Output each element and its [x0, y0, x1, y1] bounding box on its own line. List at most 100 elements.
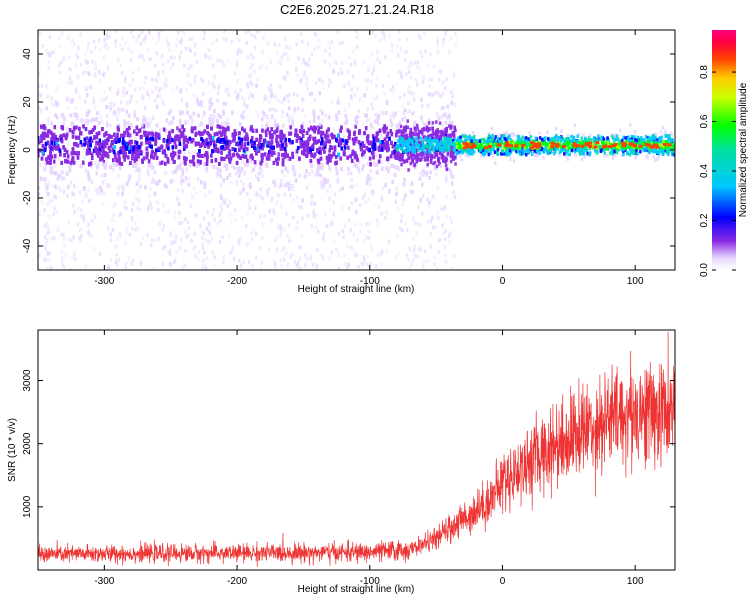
heatmap-cell: [384, 229, 388, 234]
heatmap-cell: [286, 170, 290, 175]
heatmap-cell: [48, 35, 52, 40]
heatmap-cell: [412, 110, 416, 115]
heatmap-cell: [38, 121, 40, 126]
heatmap-cell: [406, 228, 409, 233]
heatmap-cell: [401, 201, 405, 206]
heatmap-cell: [308, 92, 312, 97]
heatmap-cell: [331, 189, 335, 194]
heatmap-cell: [251, 264, 254, 269]
heatmap-cell: [233, 175, 236, 180]
heatmap-cell: [265, 79, 269, 84]
heatmap-cell: [225, 88, 228, 93]
heatmap-cell: [355, 73, 359, 78]
heatmap-cell: [93, 166, 96, 171]
heatmap-cell: [369, 244, 373, 249]
heatmap-cell: [87, 222, 90, 227]
heatmap-cell: [73, 109, 77, 114]
heatmap-cell: [68, 66, 71, 71]
heatmap-cell: [105, 114, 109, 119]
heatmap-cell: [313, 223, 316, 228]
heatmap-cell: [434, 90, 438, 95]
heatmap-cell: [225, 245, 229, 250]
heatmap-cell: [267, 247, 271, 252]
heatmap-cell: [247, 202, 250, 207]
heatmap-cell: [208, 190, 211, 195]
heatmap-cell: [259, 111, 263, 116]
heatmap-cell: [270, 107, 274, 112]
heatmap-cell: [445, 211, 448, 216]
heatmap-cell: [387, 37, 391, 42]
heatmap-cell: [161, 69, 165, 74]
heatmap-cell: [91, 59, 94, 64]
heatmap-cell: [255, 265, 258, 270]
heatmap-cell: [102, 55, 105, 60]
heatmap-cell: [354, 61, 357, 66]
heatmap-cell: [121, 188, 125, 193]
heatmap-cell: [442, 231, 445, 236]
heatmap-cell: [371, 247, 374, 252]
heatmap-cell: [118, 232, 122, 237]
heatmap-cell: [116, 191, 120, 196]
heatmap-cell: [97, 46, 100, 51]
heatmap-cell: [446, 158, 450, 163]
heatmap-cell: [282, 140, 286, 145]
heatmap-cell: [277, 119, 281, 124]
heatmap-cell: [433, 179, 437, 184]
heatmap-cell: [84, 168, 87, 173]
heatmap-cell: [363, 154, 367, 159]
heatmap-cell: [387, 239, 390, 244]
heatmap-cell: [375, 153, 378, 158]
heatmap-cell: [429, 100, 433, 105]
heatmap-cell: [429, 123, 433, 128]
heatmap-cell: [357, 159, 361, 164]
heatmap-cell: [236, 59, 239, 64]
heatmap-cell: [220, 207, 224, 212]
heatmap-cell: [422, 235, 425, 240]
heatmap-cell: [396, 223, 400, 228]
heatmap-cell: [161, 62, 165, 67]
heatmap-cell: [51, 234, 55, 239]
heatmap-cell: [293, 263, 296, 268]
heatmap-cell: [412, 258, 415, 263]
heatmap-cell: [38, 83, 40, 88]
heatmap-cell: [90, 164, 93, 169]
heatmap-cell: [430, 215, 434, 220]
heatmap-cell: [419, 35, 422, 40]
heatmap-cell: [163, 82, 167, 87]
heatmap-cell: [122, 38, 125, 43]
heatmap-cell: [52, 212, 55, 217]
heatmap-cell: [223, 176, 226, 181]
heatmap-cell: [78, 267, 82, 270]
heatmap-cell: [203, 61, 206, 66]
heatmap-cell: [67, 184, 71, 189]
heatmap-cell: [38, 110, 41, 115]
heatmap-cell: [206, 214, 209, 219]
heatmap-cell: [341, 40, 344, 45]
heatmap-cell: [232, 144, 235, 149]
heatmap-cell: [93, 103, 96, 108]
heatmap-cell: [79, 229, 83, 234]
heatmap-cell: [183, 31, 186, 36]
heatmap-cell: [427, 166, 431, 171]
heatmap-cell: [90, 56, 94, 61]
heatmap-cell: [298, 173, 302, 178]
heatmap-cell: [365, 258, 368, 263]
heatmap-cell: [165, 249, 168, 254]
heatmap-cell: [440, 207, 443, 212]
heatmap-cell: [90, 49, 93, 54]
heatmap-cell: [94, 66, 98, 71]
heatmap-cell: [306, 41, 310, 46]
heatmap-cell: [370, 44, 374, 49]
heatmap-cell: [156, 200, 159, 205]
heatmap-cell: [245, 115, 248, 120]
heatmap-cell: [428, 90, 431, 95]
heatmap-cell: [84, 145, 88, 150]
heatmap-cell: [148, 36, 151, 41]
heatmap-cell: [182, 87, 185, 92]
heatmap-cell: [291, 119, 294, 124]
heatmap-cell: [161, 227, 165, 232]
heatmap-cell: [384, 216, 387, 221]
heatmap-cell: [245, 41, 248, 46]
heatmap-cell: [428, 84, 431, 89]
heatmap-cell: [91, 105, 94, 110]
